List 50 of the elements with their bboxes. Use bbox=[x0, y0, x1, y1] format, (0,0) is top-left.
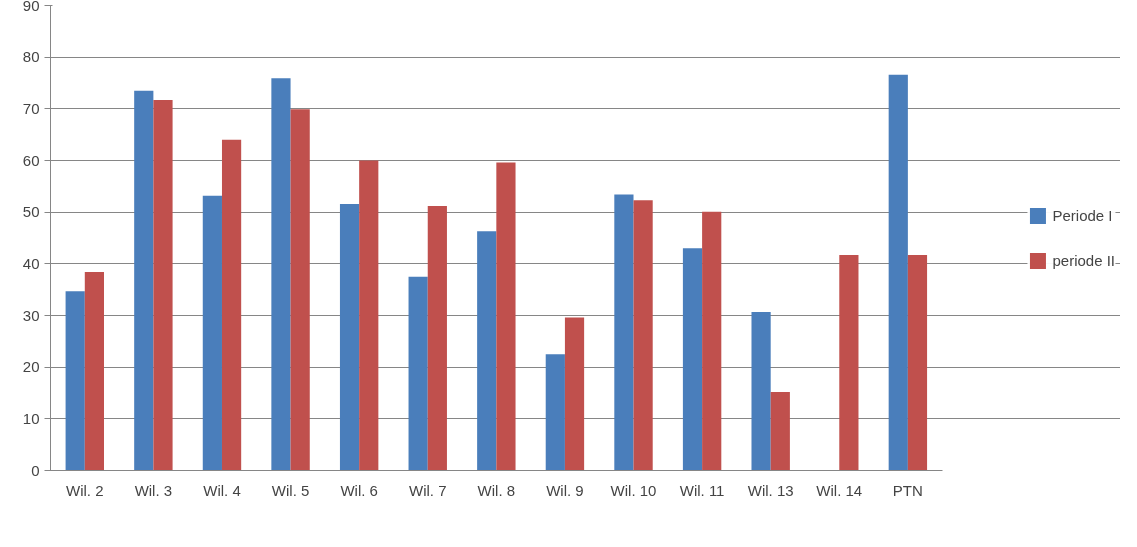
bar bbox=[751, 311, 771, 471]
y-tick-label: 50 bbox=[22, 203, 40, 221]
y-tick-label: 60 bbox=[22, 151, 40, 169]
x-tick-label: Wil. 6 bbox=[340, 481, 378, 499]
bar bbox=[339, 203, 360, 471]
x-tick-label: Wil. 4 bbox=[203, 481, 241, 499]
bar bbox=[427, 205, 447, 471]
bar bbox=[564, 317, 585, 471]
x-tick-label: Wil. 2 bbox=[66, 481, 104, 499]
x-tick-label: Wil. 7 bbox=[408, 481, 447, 499]
x-tick-label: Wil. 14 bbox=[816, 481, 863, 499]
bar bbox=[839, 255, 859, 471]
legend-label: periode II bbox=[1052, 251, 1115, 269]
bar bbox=[202, 195, 222, 471]
y-tick-label: 70 bbox=[22, 99, 40, 117]
x-tick-label: Wil. 10 bbox=[610, 481, 657, 499]
bar bbox=[65, 291, 85, 471]
bar bbox=[888, 74, 908, 471]
x-tick-label: Wil. 9 bbox=[546, 481, 584, 499]
y-tick-label: 40 bbox=[22, 254, 40, 272]
y-tick-label: 0 bbox=[31, 461, 40, 479]
legend-label: Periode I bbox=[1052, 206, 1113, 224]
bar bbox=[907, 255, 928, 471]
bar bbox=[770, 391, 790, 471]
bar bbox=[408, 276, 428, 471]
bar bbox=[84, 272, 104, 471]
bar bbox=[271, 78, 291, 471]
x-tick-label: Wil. 3 bbox=[134, 481, 173, 499]
bar bbox=[496, 162, 516, 471]
bar bbox=[134, 90, 154, 471]
bar bbox=[633, 200, 653, 471]
x-tick-label: Wil. 8 bbox=[477, 481, 516, 499]
y-tick-label: 90 bbox=[22, 0, 40, 14]
bar bbox=[153, 100, 173, 471]
bar bbox=[702, 211, 722, 471]
y-tick-label: 80 bbox=[22, 48, 40, 66]
x-tick-label: Wil. 11 bbox=[679, 481, 725, 499]
bar bbox=[477, 231, 497, 471]
x-tick-label: Wil. 13 bbox=[747, 481, 794, 499]
bar bbox=[290, 109, 310, 471]
bar bbox=[545, 354, 565, 471]
bar bbox=[221, 139, 242, 471]
x-tick-label: PTN bbox=[892, 481, 923, 499]
x-tick-label: Wil. 5 bbox=[271, 481, 310, 499]
bar bbox=[682, 248, 703, 471]
y-tick-label: 20 bbox=[22, 358, 40, 376]
bar bbox=[359, 160, 379, 471]
y-tick-label: 10 bbox=[22, 409, 40, 427]
y-tick-label: 30 bbox=[22, 306, 40, 324]
bar bbox=[614, 194, 634, 471]
